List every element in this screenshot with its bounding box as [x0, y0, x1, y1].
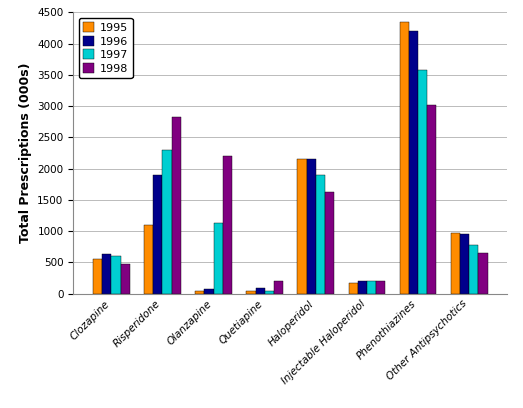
Bar: [163, 150, 172, 294]
Bar: [172, 117, 181, 294]
Bar: [325, 192, 334, 294]
Bar: [427, 104, 437, 294]
Bar: [316, 175, 325, 294]
Bar: [223, 156, 232, 294]
Bar: [306, 159, 316, 294]
Bar: [409, 31, 418, 294]
Bar: [102, 254, 111, 294]
Bar: [121, 264, 130, 294]
Legend: 1995, 1996, 1997, 1998: 1995, 1996, 1997, 1998: [79, 18, 133, 78]
Bar: [204, 289, 213, 294]
Bar: [376, 281, 385, 294]
Bar: [153, 175, 163, 294]
Bar: [418, 70, 427, 294]
Bar: [479, 253, 487, 294]
Bar: [367, 281, 376, 294]
Y-axis label: Total Prescriptions (000s): Total Prescriptions (000s): [19, 63, 32, 243]
Bar: [144, 225, 153, 294]
Bar: [256, 288, 265, 294]
Bar: [265, 290, 274, 294]
Bar: [298, 159, 306, 294]
Bar: [348, 283, 358, 294]
Bar: [213, 224, 223, 294]
Bar: [274, 281, 283, 294]
Bar: [400, 22, 409, 294]
Bar: [451, 233, 460, 294]
Bar: [93, 259, 102, 294]
Bar: [111, 256, 121, 294]
Bar: [195, 290, 204, 294]
Bar: [460, 234, 469, 294]
Bar: [358, 281, 367, 294]
Bar: [469, 245, 479, 294]
Bar: [246, 290, 256, 294]
